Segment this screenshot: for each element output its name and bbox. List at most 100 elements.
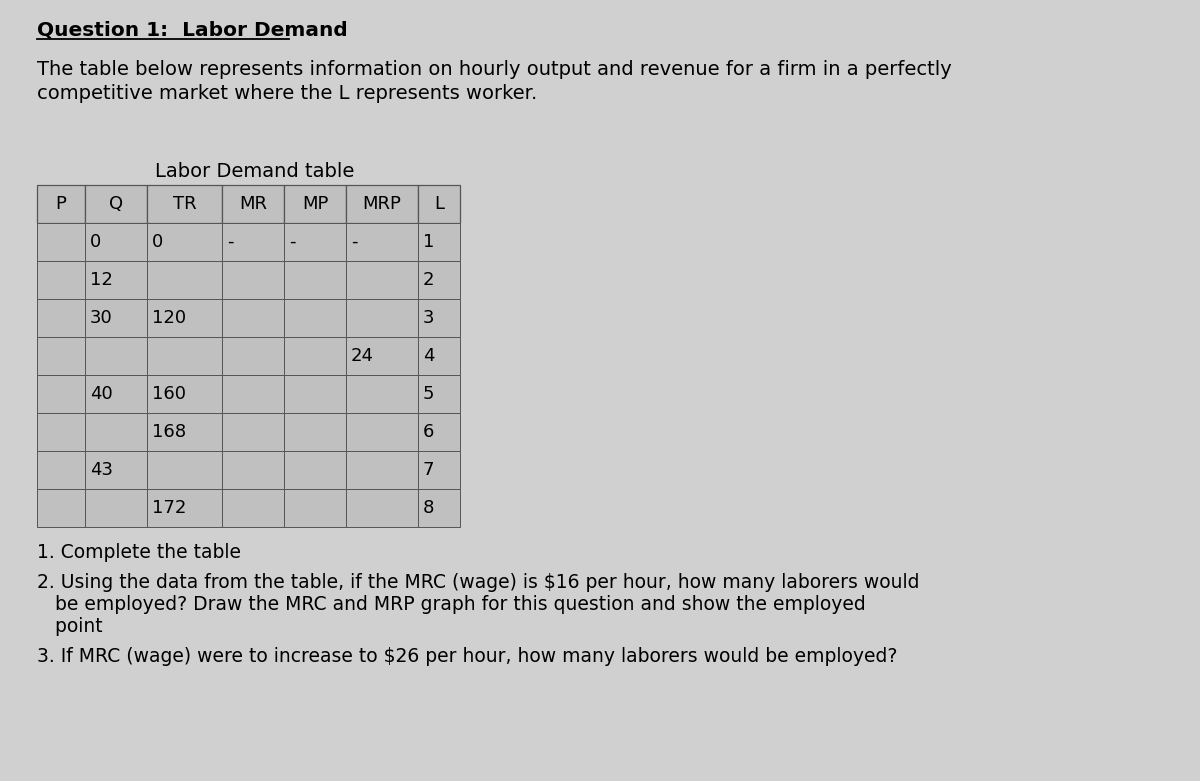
Bar <box>284 413 346 451</box>
Bar <box>148 337 222 375</box>
Bar <box>222 489 284 527</box>
Text: The table below represents information on hourly output and revenue for a firm i: The table below represents information o… <box>37 60 952 79</box>
Bar <box>148 261 222 299</box>
Text: 1: 1 <box>424 233 434 251</box>
Bar <box>284 185 346 223</box>
Bar <box>148 451 222 489</box>
Bar <box>284 299 346 337</box>
Bar <box>37 185 85 223</box>
Bar <box>346 489 418 527</box>
Bar <box>85 413 148 451</box>
Bar <box>37 489 85 527</box>
Bar <box>148 375 222 413</box>
Text: -: - <box>352 233 358 251</box>
Text: -: - <box>227 233 234 251</box>
Text: 2: 2 <box>424 271 434 289</box>
Bar <box>418 185 460 223</box>
Text: 7: 7 <box>424 461 434 479</box>
Text: MRP: MRP <box>362 195 402 213</box>
Bar <box>85 185 148 223</box>
Bar <box>418 299 460 337</box>
Bar <box>148 185 222 223</box>
Text: Labor Demand table: Labor Demand table <box>156 162 355 181</box>
Text: 5: 5 <box>424 385 434 403</box>
Bar <box>346 375 418 413</box>
Text: TR: TR <box>173 195 197 213</box>
Text: 172: 172 <box>152 499 186 517</box>
Bar <box>222 375 284 413</box>
Bar <box>418 223 460 261</box>
Bar <box>418 337 460 375</box>
Text: 0: 0 <box>90 233 101 251</box>
Bar <box>37 413 85 451</box>
Text: 168: 168 <box>152 423 186 441</box>
Text: be employed? Draw the MRC and MRP graph for this question and show the employed: be employed? Draw the MRC and MRP graph … <box>37 595 865 614</box>
Bar <box>222 261 284 299</box>
Bar <box>418 451 460 489</box>
Bar <box>346 185 418 223</box>
Bar <box>148 223 222 261</box>
Bar <box>418 413 460 451</box>
Bar <box>418 489 460 527</box>
Text: L: L <box>434 195 444 213</box>
Bar <box>37 451 85 489</box>
Bar <box>37 337 85 375</box>
Text: 1. Complete the table: 1. Complete the table <box>37 543 241 562</box>
Text: 2. Using the data from the table, if the MRC (wage) is $16 per hour, how many la: 2. Using the data from the table, if the… <box>37 573 919 592</box>
Bar <box>85 261 148 299</box>
Text: Q: Q <box>109 195 124 213</box>
Bar <box>148 413 222 451</box>
Bar <box>284 223 346 261</box>
Bar <box>222 337 284 375</box>
Bar <box>222 185 284 223</box>
Bar <box>222 223 284 261</box>
Text: MR: MR <box>239 195 266 213</box>
Bar <box>284 451 346 489</box>
Text: 30: 30 <box>90 309 113 327</box>
Bar <box>222 299 284 337</box>
Bar <box>418 375 460 413</box>
Text: 43: 43 <box>90 461 113 479</box>
Text: 160: 160 <box>152 385 186 403</box>
Bar <box>148 489 222 527</box>
Bar <box>37 223 85 261</box>
Bar <box>85 299 148 337</box>
Bar <box>37 261 85 299</box>
Bar <box>346 413 418 451</box>
Bar <box>346 299 418 337</box>
Text: 0: 0 <box>152 233 163 251</box>
Bar <box>37 299 85 337</box>
Text: competitive market where the L represents worker.: competitive market where the L represent… <box>37 84 538 103</box>
Bar <box>85 337 148 375</box>
Bar <box>85 223 148 261</box>
Bar <box>85 489 148 527</box>
Bar <box>346 337 418 375</box>
Bar <box>284 337 346 375</box>
Text: 12: 12 <box>90 271 113 289</box>
Bar <box>418 261 460 299</box>
Bar <box>148 299 222 337</box>
Bar <box>85 375 148 413</box>
Text: 40: 40 <box>90 385 113 403</box>
Bar <box>284 261 346 299</box>
Bar <box>222 451 284 489</box>
Text: 3. If MRC (wage) were to increase to $26 per hour, how many laborers would be em: 3. If MRC (wage) were to increase to $26… <box>37 647 898 666</box>
Text: 120: 120 <box>152 309 186 327</box>
Bar <box>284 375 346 413</box>
Bar <box>346 261 418 299</box>
Text: P: P <box>55 195 66 213</box>
Text: 4: 4 <box>424 347 434 365</box>
Text: point: point <box>37 617 103 636</box>
Bar <box>284 489 346 527</box>
Bar <box>346 451 418 489</box>
Bar <box>37 375 85 413</box>
Bar <box>346 223 418 261</box>
Bar <box>85 451 148 489</box>
Text: 24: 24 <box>352 347 374 365</box>
Text: Question 1:  Labor Demand: Question 1: Labor Demand <box>37 20 348 39</box>
Bar <box>222 413 284 451</box>
Text: 6: 6 <box>424 423 434 441</box>
Text: 8: 8 <box>424 499 434 517</box>
Text: -: - <box>289 233 295 251</box>
Text: 3: 3 <box>424 309 434 327</box>
